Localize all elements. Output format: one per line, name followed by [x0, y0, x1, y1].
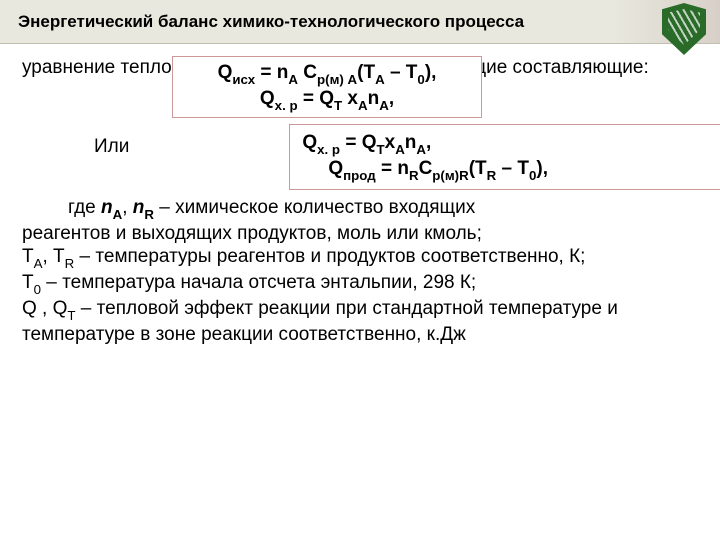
equation-box-2: Qх. р = QTxАnА, Qпрод = nRСр(м)R(TR – T0… — [289, 124, 720, 190]
def-rest: реагентов и выходящих продуктов, моль ил… — [22, 223, 618, 345]
eq2-line2: Qпрод = nRСр(м)R(TR – T0), — [302, 157, 716, 183]
eq1-line1: Qисх = nА Ср(м) А(TА – T0), — [218, 62, 437, 83]
eq2-line1: Qх. р = QTxАnА, — [302, 132, 431, 153]
definitions-block: где nА, nR – химическое количество входя… — [22, 196, 698, 346]
header-bar: Энергетический баланс химико-технологиче… — [0, 0, 720, 44]
content-area: уравнение теплового баланса будет иметь … — [0, 44, 720, 346]
shield-logo — [662, 3, 706, 55]
def-first-line: где nА, nR – химическое количество входя… — [22, 196, 698, 222]
eq1-line2: Qх. р = QT xАnА, — [260, 88, 394, 109]
or-label: Или — [94, 136, 129, 158]
equation-box-1: Qисх = nА Ср(м) А(TА – T0), Qх. р = QT x… — [172, 56, 482, 118]
page-title: Энергетический баланс химико-технологиче… — [18, 12, 524, 32]
or-row: Или Qх. р = QTxАnА, Qпрод = nRСр(м)R(TR … — [22, 118, 698, 190]
